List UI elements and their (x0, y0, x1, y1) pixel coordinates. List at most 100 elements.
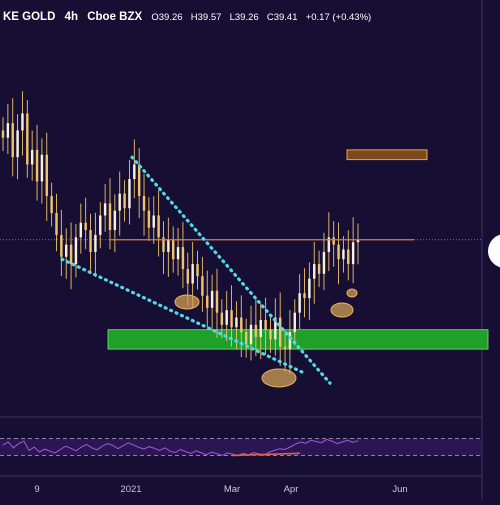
candle-body (210, 290, 214, 308)
candle (303, 268, 306, 318)
candle-body (191, 264, 194, 284)
scroll-handle-button[interactable] (488, 234, 500, 268)
close-value: C39.41 (267, 12, 298, 23)
swing-low-highlight (330, 302, 354, 318)
chart-header: KE GOLD 4h Cboe BZX O39.26 H39.57 L39.26… (3, 11, 371, 23)
candle-body (293, 312, 296, 333)
candle (79, 203, 83, 254)
candle (167, 217, 170, 277)
candle-body (16, 130, 19, 158)
candle (269, 316, 272, 353)
change-value: +0.17 (+0.43%) (306, 12, 372, 23)
candle-body (206, 295, 209, 308)
candle (133, 139, 136, 199)
candle (225, 291, 228, 342)
support-zone (107, 329, 489, 350)
candle (332, 221, 335, 267)
candle (313, 241, 316, 304)
swing-low-highlight (174, 294, 200, 310)
candle (244, 318, 248, 358)
time-axis: 9 2021 Mar Apr Jun (34, 484, 407, 495)
candle-body (196, 264, 199, 277)
time-axis-label: Apr (284, 484, 299, 495)
rsi-pane (0, 438, 482, 457)
candle-body (332, 237, 335, 245)
candle-body (230, 310, 233, 328)
candle-body (94, 234, 97, 252)
candle (293, 299, 296, 346)
candle (356, 223, 360, 265)
candle-body (249, 324, 253, 345)
rsi-line (2, 438, 359, 457)
candle-body (35, 149, 39, 182)
candle (55, 193, 58, 252)
candle (1, 117, 5, 152)
open-value: O39.26 (151, 12, 182, 23)
candle-body (303, 293, 306, 299)
candle-body (167, 239, 170, 252)
candle-body (162, 237, 165, 252)
rsi-band (0, 438, 482, 456)
candle (176, 227, 180, 276)
symbol-name: KE GOLD (3, 11, 55, 23)
candle (94, 212, 97, 277)
candle-body (201, 276, 204, 296)
candle-body (99, 215, 102, 235)
candle-body (128, 179, 131, 209)
candle-body (215, 290, 219, 313)
candle (181, 222, 185, 289)
candle (274, 298, 277, 356)
candle-body (118, 193, 121, 211)
candle-body (157, 215, 160, 238)
candle (84, 197, 87, 250)
candle-body (269, 329, 272, 340)
candle (123, 180, 126, 222)
candle (69, 222, 73, 290)
candle (40, 138, 44, 204)
candle (327, 212, 331, 272)
candle-body (235, 317, 238, 328)
candle-body (298, 293, 301, 313)
candle (6, 103, 10, 155)
candle-body (11, 123, 14, 158)
candle (157, 190, 160, 257)
candle (230, 285, 233, 347)
candle-body (288, 332, 292, 350)
swing-low-highlight (346, 288, 358, 298)
candle (11, 98, 14, 177)
candle (215, 268, 219, 338)
candle-body (40, 154, 44, 182)
candle (99, 202, 102, 249)
candle (171, 226, 175, 273)
candle-body (313, 264, 316, 279)
candle (308, 262, 311, 321)
candle (113, 194, 117, 253)
candle (45, 132, 48, 222)
candle-body (225, 310, 228, 325)
candle (288, 310, 292, 375)
candle (118, 171, 121, 236)
interval-label: 4h (65, 11, 78, 23)
candle-body (79, 222, 83, 238)
swing-low-highlight (261, 368, 297, 388)
candle (147, 197, 151, 241)
candle-body (26, 113, 29, 165)
candle (342, 236, 345, 273)
candle-body (347, 249, 350, 265)
candle-body (108, 203, 112, 231)
candle (60, 209, 63, 276)
candle-body (55, 213, 58, 235)
candle-body (308, 278, 311, 299)
upper-trendline (130, 155, 332, 385)
zones-layer (0, 149, 489, 350)
time-axis-label: Jun (392, 484, 407, 495)
candle-body (220, 312, 224, 325)
drawings-layer (60, 155, 414, 388)
candle (103, 184, 107, 232)
candle (16, 114, 19, 180)
candle (347, 230, 350, 281)
candle (240, 295, 243, 358)
candle (249, 305, 253, 361)
